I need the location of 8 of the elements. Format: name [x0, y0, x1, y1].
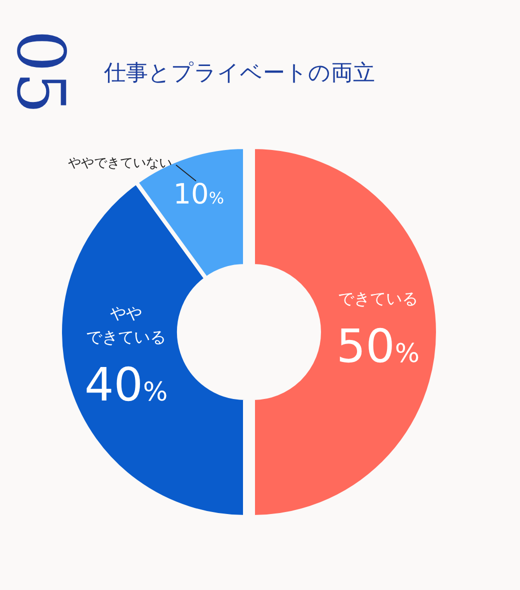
text: 05: [2, 30, 79, 114]
chart-title: 仕事とプライベートの両立: [103, 60, 375, 85]
data-label: 50%: [336, 319, 420, 373]
data-label: 10%: [173, 177, 224, 210]
data-label: 40%: [84, 358, 168, 412]
slice-label: できている: [338, 291, 418, 308]
slice-label: ややできている: [86, 306, 166, 347]
slice-label: ややできていない: [68, 155, 172, 170]
